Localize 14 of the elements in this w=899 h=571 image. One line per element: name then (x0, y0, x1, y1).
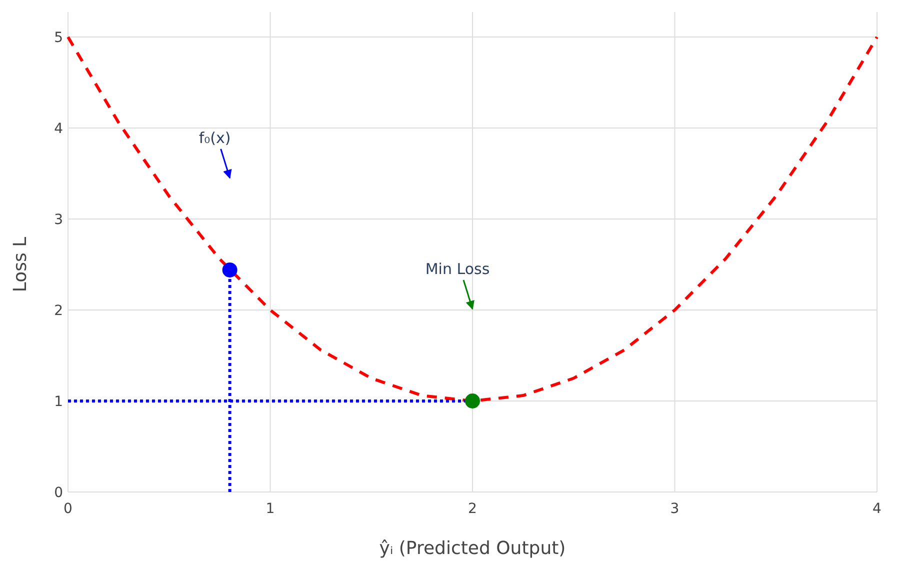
y-tick-label: 5 (54, 30, 63, 46)
x-tick-label: 2 (468, 501, 477, 517)
x-tick-label: 3 (670, 501, 680, 517)
x-tick-label: 4 (872, 501, 882, 517)
y-tick-label: 1 (54, 394, 63, 410)
y-tick-label: 0 (54, 485, 63, 501)
x-axis-title: ŷᵢ (Predicted Output) (379, 538, 566, 559)
y-tick-label: 2 (54, 303, 63, 319)
y-tick-label: 3 (54, 212, 63, 228)
annotation: f₀(x) (198, 128, 231, 147)
annotation: Min Loss (425, 260, 490, 278)
x-tick-label: 1 (266, 501, 275, 517)
y-tick-label: 4 (54, 121, 64, 137)
y-axis-title: Loss L (10, 236, 31, 292)
